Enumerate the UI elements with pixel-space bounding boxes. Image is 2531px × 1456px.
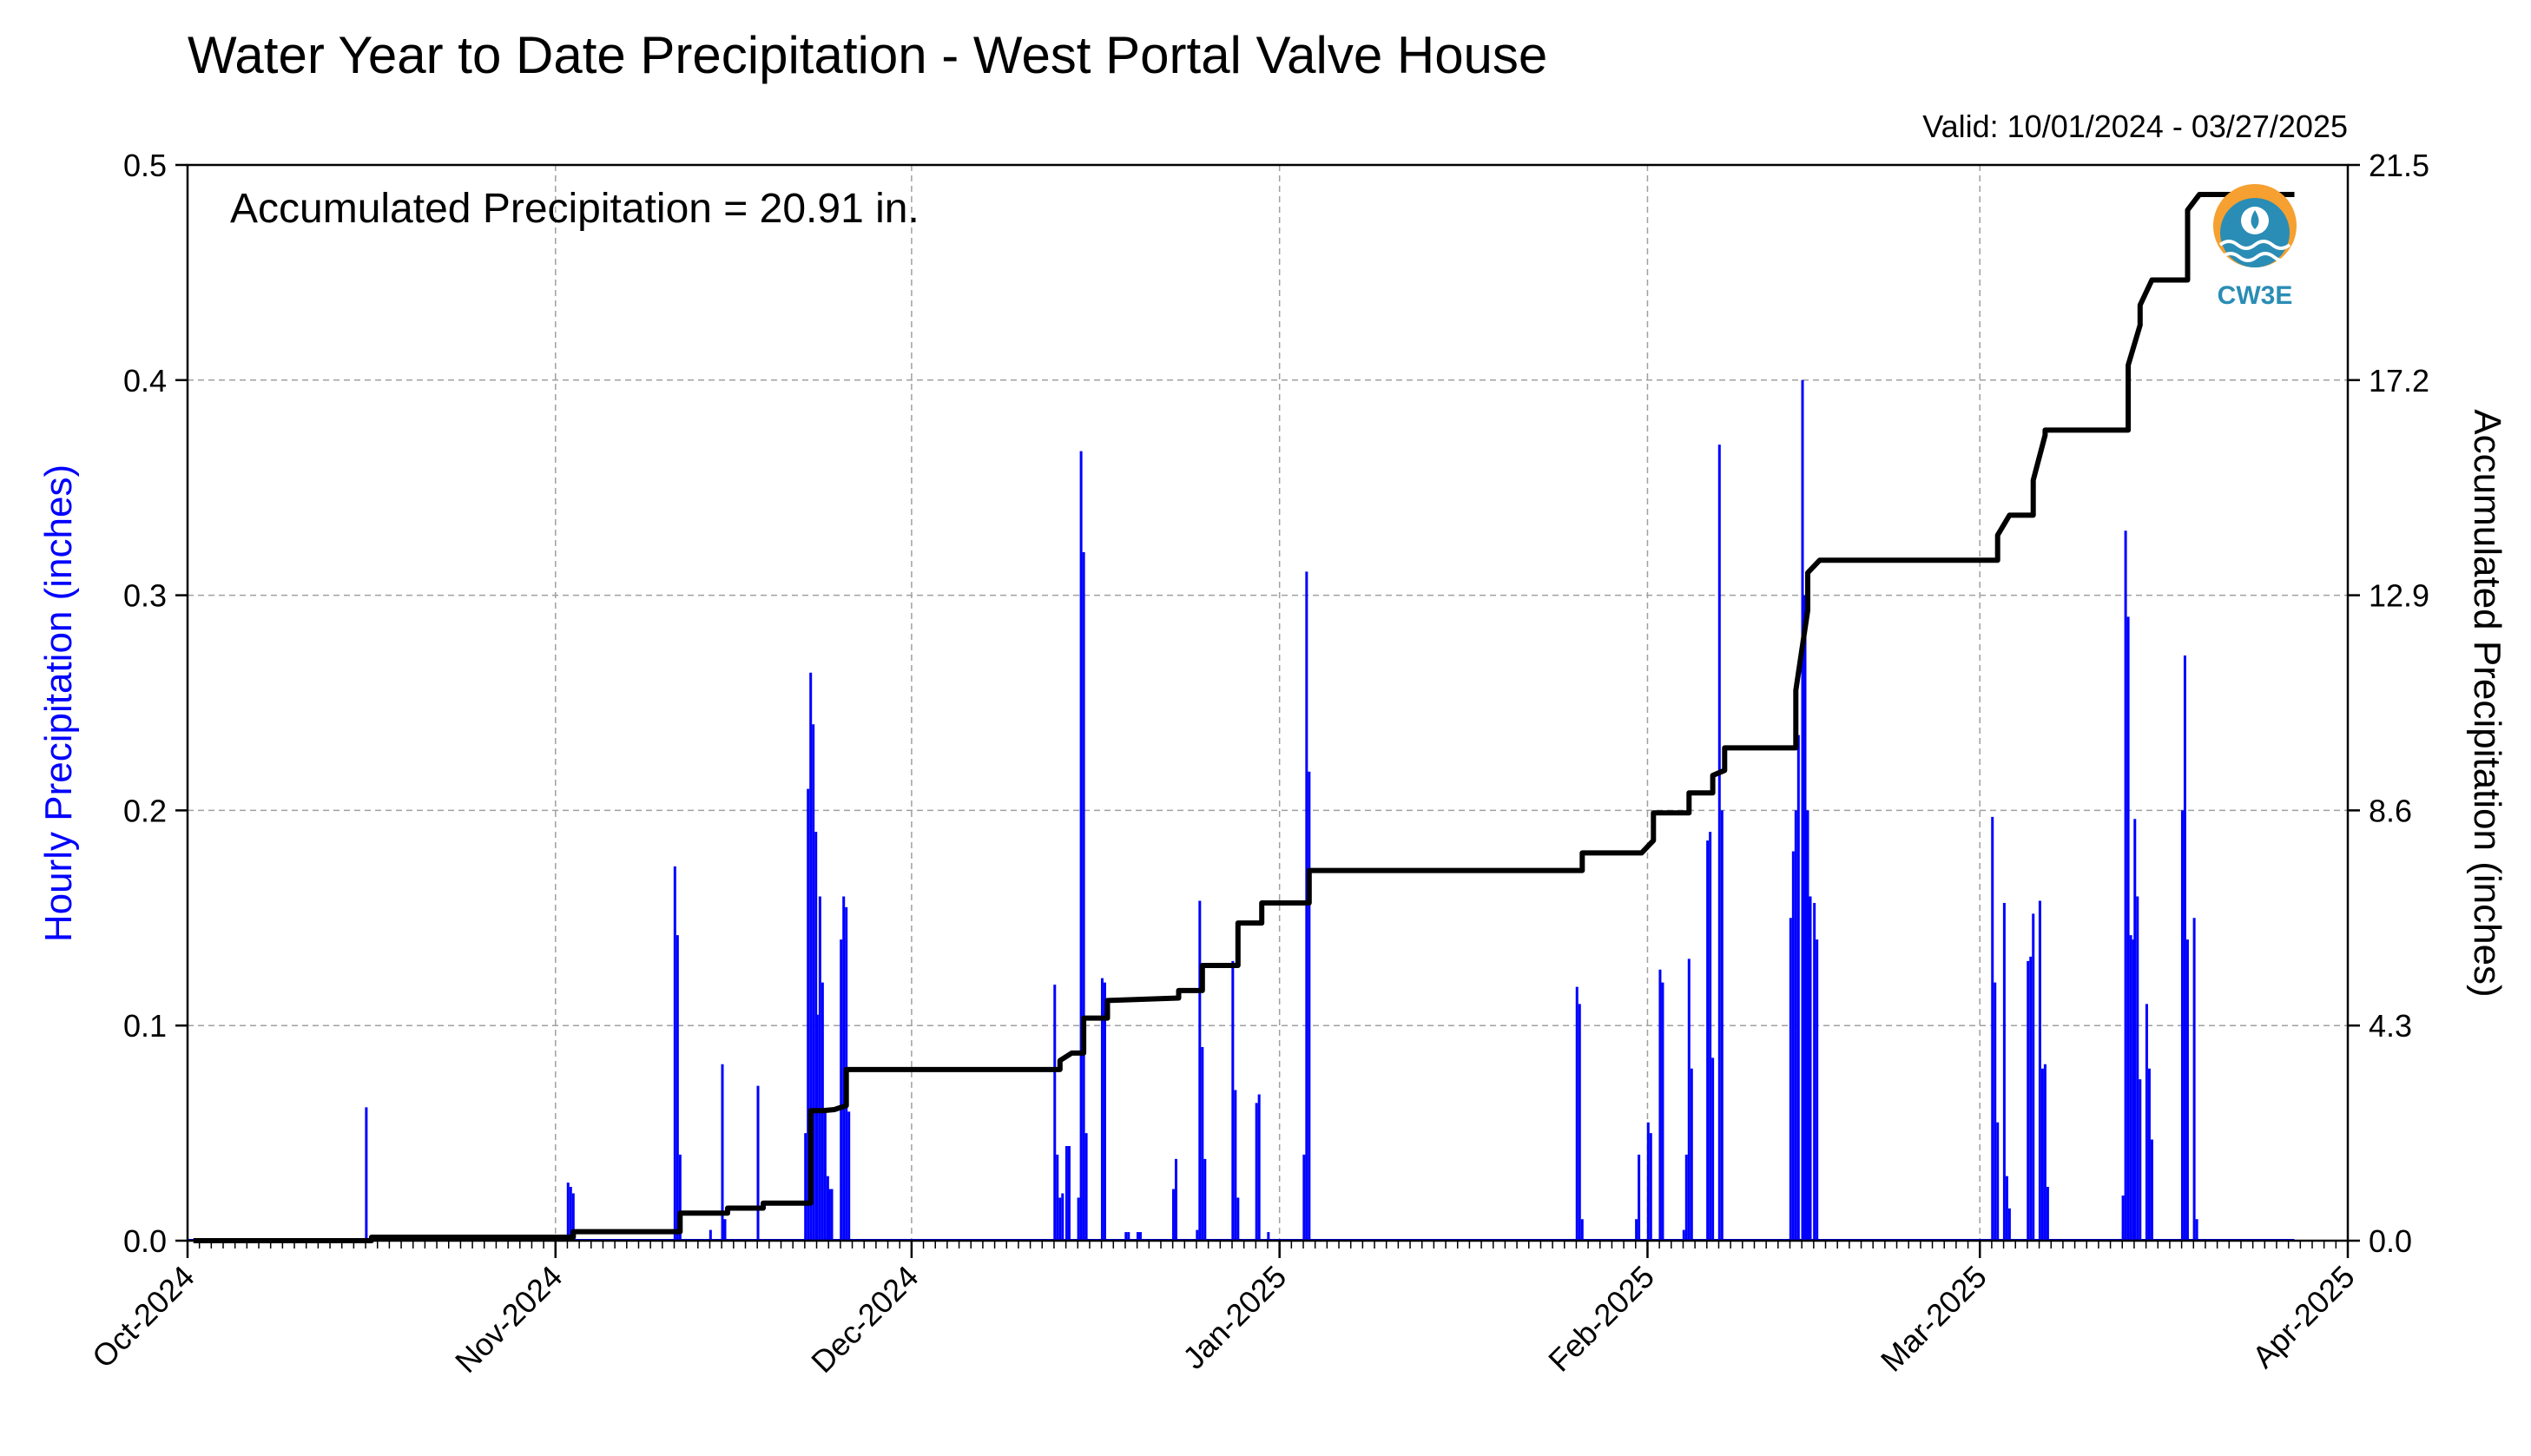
- y-right-tick-label: 0.0: [2369, 1223, 2412, 1259]
- y-left-tick-label: 0.5: [123, 148, 167, 183]
- y-left-tick-label: 0.3: [123, 578, 167, 614]
- x-tick-label: Jan-2025: [1176, 1259, 1293, 1376]
- cw3e-logo: CW3E: [2213, 184, 2297, 310]
- y-left-tick-label: 0.0: [123, 1223, 167, 1259]
- y-axis-right-ticks: 0.0 4.3 8.6 12.9 17.2 21.5: [2348, 148, 2429, 1259]
- grid-lines: [188, 165, 2348, 1241]
- y-axis-right-label: Accumulated Precipitation (inches): [2466, 409, 2508, 997]
- x-tick-label: Dec-2024: [804, 1259, 925, 1380]
- y-right-tick-label: 4.3: [2369, 1008, 2412, 1044]
- y-axis-left-ticks: 0.0 0.1 0.2 0.3 0.4 0.5: [123, 148, 188, 1259]
- x-tick-label: Mar-2025: [1874, 1259, 1994, 1379]
- plot-frame: [186, 163, 2350, 1242]
- x-tick-label: Feb-2025: [1541, 1259, 1661, 1379]
- accumulated-annotation: Accumulated Precipitation = 20.91 in.: [230, 186, 919, 232]
- x-tick-label: Apr-2025: [2245, 1259, 2362, 1375]
- chart-title: Water Year to Date Precipitation - West …: [188, 26, 1547, 84]
- y-left-tick-label: 0.1: [123, 1008, 167, 1044]
- y-right-tick-label: 17.2: [2369, 363, 2429, 399]
- x-tick-label: Nov-2024: [448, 1259, 569, 1380]
- accumulated-precip-line: [188, 192, 2295, 1243]
- logo-text: CW3E: [2218, 281, 2293, 310]
- y-right-tick-label: 8.6: [2369, 793, 2412, 828]
- y-axis-left-label: Hourly Precipitation (inches): [37, 464, 80, 942]
- accumulated-line: [193, 192, 2295, 1243]
- x-tick-label: Oct-2024: [85, 1259, 201, 1375]
- y-left-tick-label: 0.4: [123, 363, 167, 399]
- y-right-tick-label: 12.9: [2369, 578, 2429, 614]
- x-axis-ticks: Oct-2024 Nov-2024 Dec-2024 Jan-2025 Feb-2025…: [85, 1241, 2362, 1380]
- y-left-tick-label: 0.2: [123, 793, 167, 828]
- y-right-tick-label: 21.5: [2369, 148, 2429, 183]
- hourly-precip-bars: [365, 379, 2198, 1241]
- valid-date-range: Valid: 10/01/2024 - 03/27/2025: [1922, 109, 2348, 144]
